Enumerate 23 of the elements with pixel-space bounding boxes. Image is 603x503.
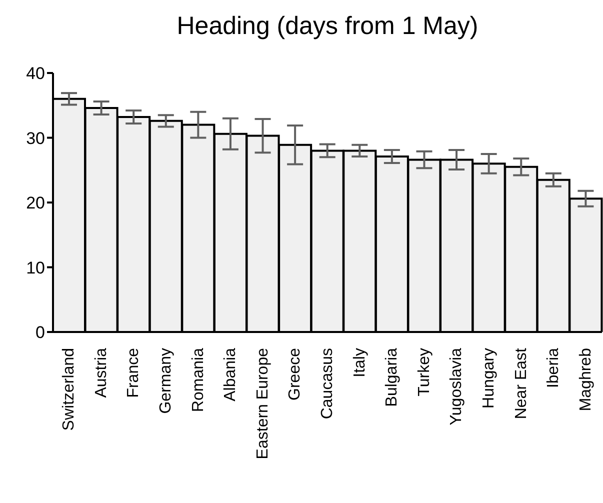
y-tick-label: 20	[26, 194, 45, 213]
chart-title: Heading (days from 1 May)	[176, 12, 480, 41]
x-tick-label: Yugoslavia	[448, 348, 466, 426]
y-tick-label: 40	[26, 64, 45, 84]
x-tick-label: Italy	[351, 348, 368, 378]
y-tick-label: 30	[26, 128, 45, 148]
x-tick-label: Turkey	[416, 348, 433, 396]
x-tick-label: Greece	[286, 348, 304, 400]
x-tick-label: Iberia	[545, 348, 562, 388]
x-tick-label: Eastern Europe	[254, 348, 272, 460]
x-tick-label: Switzerland	[60, 348, 78, 431]
x-tick-label: Austria	[92, 348, 110, 398]
x-tick-label: Romania	[190, 348, 207, 412]
y-tick-label: 0	[36, 323, 45, 342]
x-tick-label: Albania	[222, 348, 240, 402]
x-tick-label: Maghreb	[577, 348, 594, 412]
x-tick-label: France	[125, 348, 142, 398]
x-tick-label: Germany	[158, 348, 175, 414]
x-tick-label: Near East	[512, 347, 530, 420]
y-tick-label: 10	[26, 258, 45, 278]
x-tick-label: Hungary	[480, 348, 498, 408]
x-tick-label: Caucasus	[319, 348, 336, 420]
x-tick-label: Bulgaria	[384, 348, 401, 407]
